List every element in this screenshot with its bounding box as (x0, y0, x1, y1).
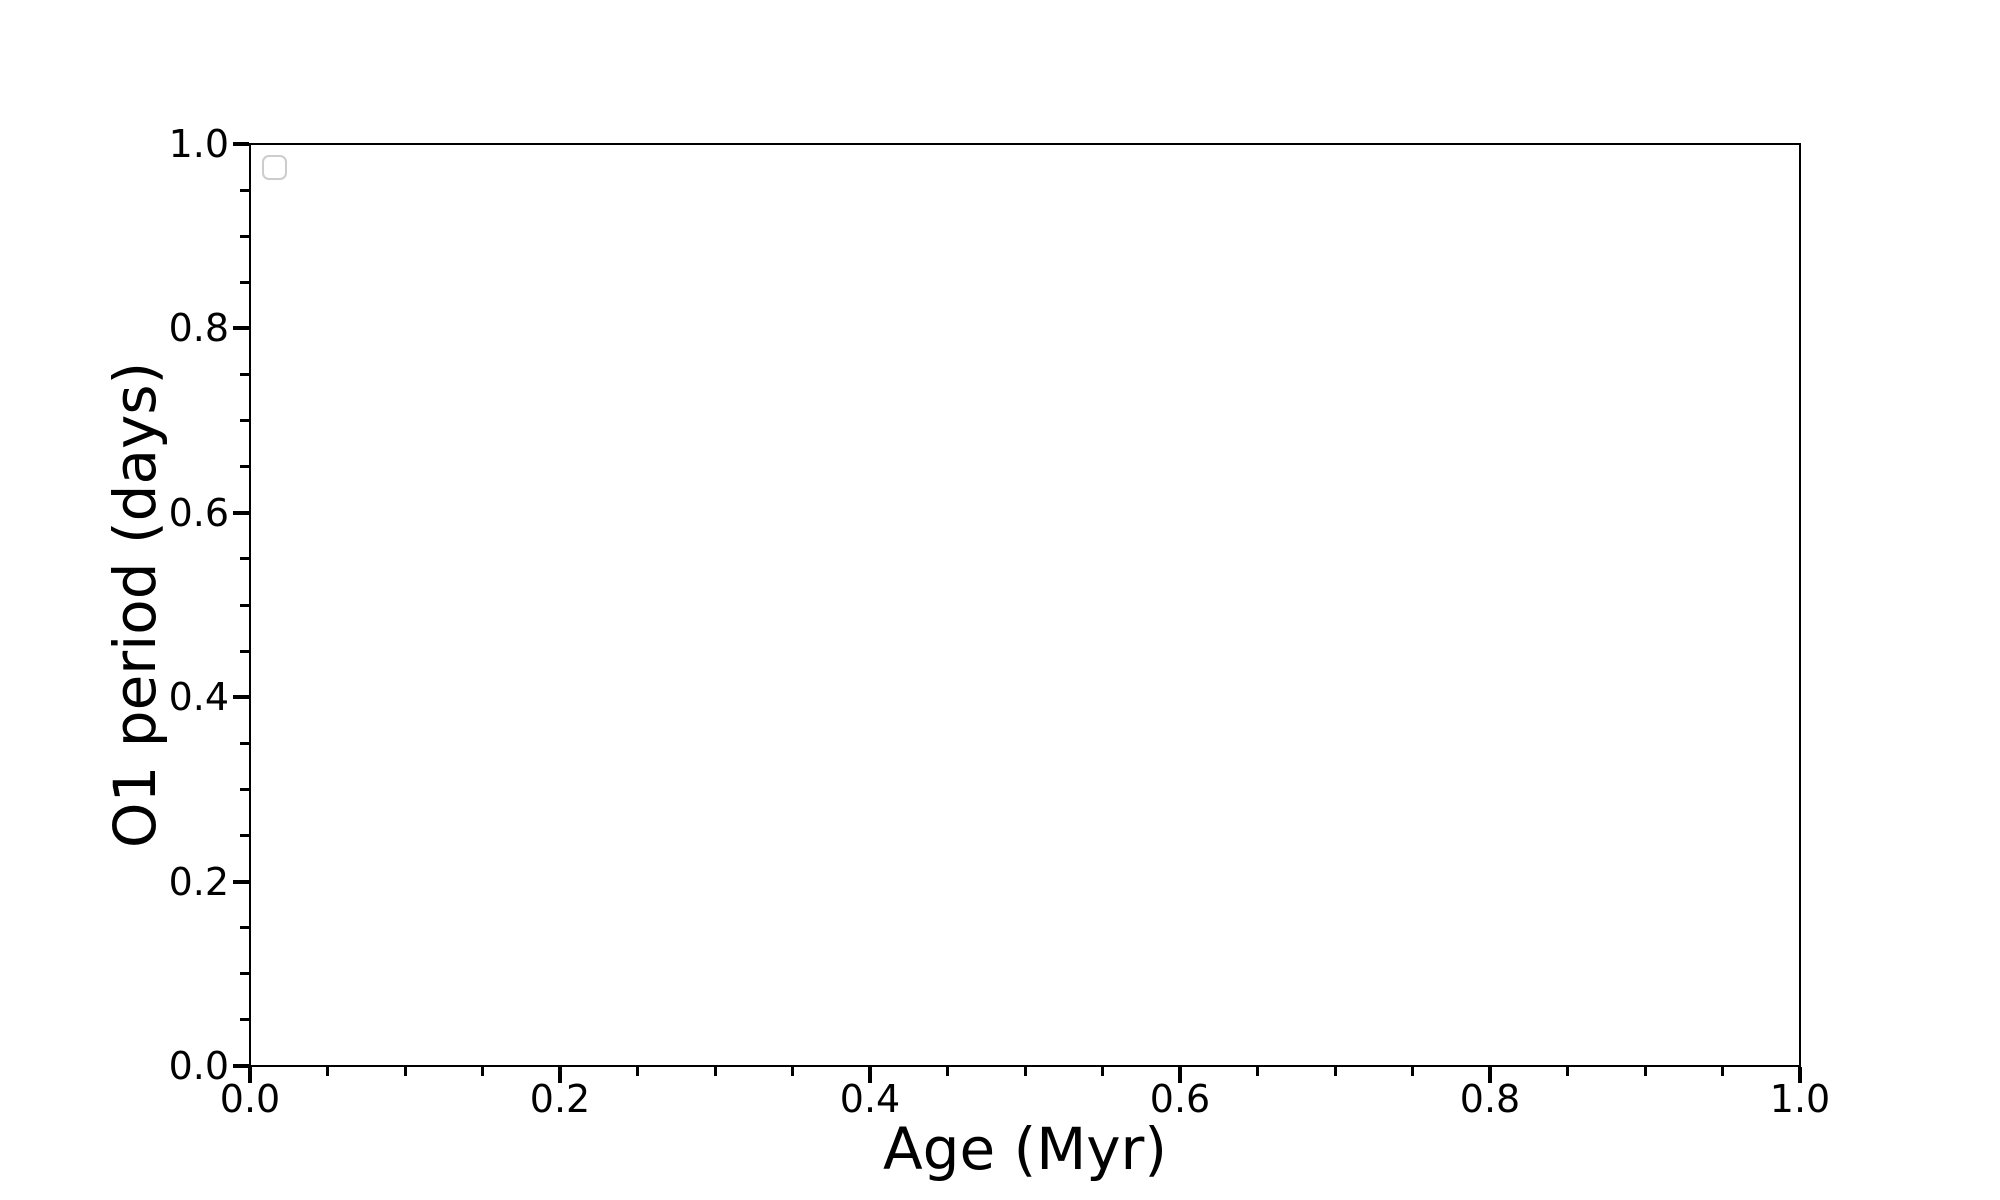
x-minor-tick (1411, 1067, 1414, 1076)
y-minor-tick (240, 373, 249, 376)
y-minor-tick (240, 234, 249, 238)
x-minor-tick (1101, 1067, 1104, 1076)
y-minor-tick (240, 557, 249, 561)
x-tick-label: 0.0 (219, 1077, 281, 1121)
y-minor-tick (240, 1018, 249, 1022)
x-minor-tick (403, 1067, 407, 1076)
y-tick-label: 1.0 (168, 122, 229, 166)
y-minor-tick (240, 419, 249, 423)
y-tick-label: 0.4 (168, 675, 229, 720)
x-axis-label: Age (Myr) (882, 1115, 1168, 1183)
x-tick-label: 0.2 (529, 1077, 591, 1121)
y-tick-label: 0.6 (168, 490, 229, 535)
y-major-tick (233, 879, 249, 884)
y-minor-tick (240, 834, 249, 837)
y-tick-label: 0.0 (168, 1044, 229, 1088)
y-minor-tick (240, 926, 249, 930)
x-major-tick (1798, 1067, 1802, 1083)
legend-box (262, 155, 287, 180)
x-minor-tick (481, 1067, 484, 1076)
y-minor-tick (240, 787, 249, 791)
y-major-tick (233, 1064, 249, 1068)
y-major-tick (233, 142, 249, 146)
x-minor-tick (1256, 1067, 1259, 1076)
y-minor-tick (240, 649, 249, 653)
y-axis-label: O1 period (days) (101, 361, 169, 849)
x-major-tick (1178, 1067, 1182, 1083)
y-minor-tick (240, 280, 249, 284)
y-major-tick (233, 326, 249, 331)
x-major-tick (1488, 1067, 1492, 1083)
y-major-tick (233, 695, 249, 700)
y-minor-tick (240, 972, 249, 976)
y-tick-label: 0.8 (168, 306, 229, 351)
x-minor-tick (946, 1067, 949, 1076)
y-minor-tick (240, 603, 249, 607)
x-tick-label: 0.4 (839, 1077, 901, 1121)
x-minor-tick (713, 1067, 717, 1076)
x-minor-tick (1721, 1067, 1724, 1076)
x-minor-tick (791, 1067, 794, 1076)
x-major-tick (558, 1067, 562, 1083)
x-minor-tick (1643, 1067, 1647, 1076)
x-minor-tick (326, 1067, 329, 1076)
y-minor-tick (240, 188, 249, 192)
x-minor-tick (1566, 1067, 1569, 1076)
x-major-tick (248, 1067, 252, 1083)
x-tick-label: 1.0 (1769, 1077, 1831, 1121)
y-major-tick (233, 510, 249, 515)
x-tick-label: 0.8 (1459, 1077, 1521, 1121)
x-minor-tick (636, 1067, 639, 1076)
y-minor-tick (240, 741, 249, 745)
plot-area (249, 143, 1801, 1067)
x-minor-tick (1023, 1067, 1027, 1076)
x-tick-label: 0.6 (1149, 1077, 1211, 1121)
y-minor-tick (240, 465, 249, 469)
x-major-tick (868, 1067, 872, 1083)
x-minor-tick (1333, 1067, 1337, 1076)
y-tick-label: 0.2 (168, 859, 229, 904)
